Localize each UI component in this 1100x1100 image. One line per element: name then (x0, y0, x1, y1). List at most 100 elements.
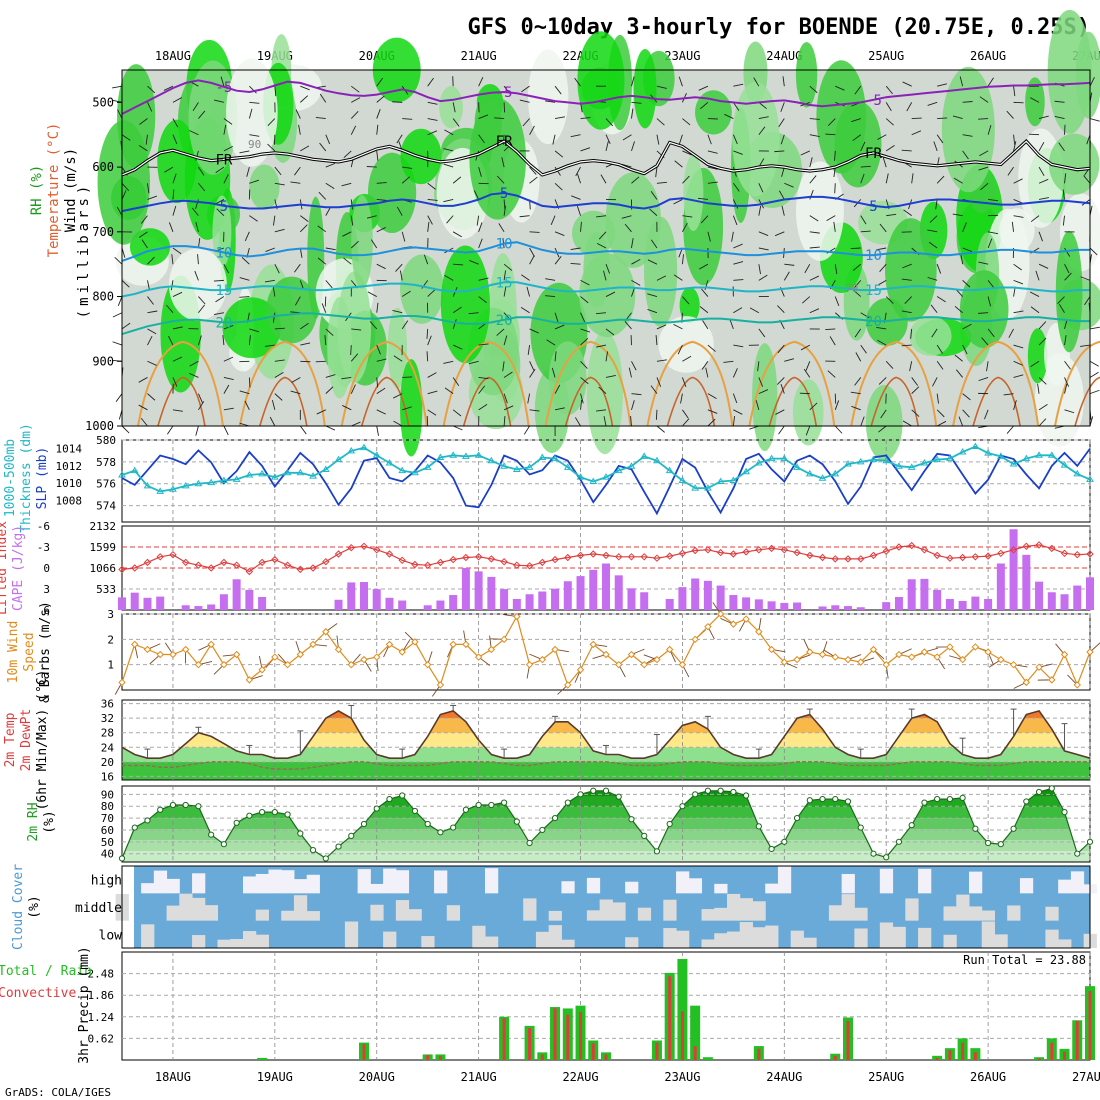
wind-barb (758, 231, 769, 237)
wind-barb (758, 377, 764, 387)
wind-speed-point (907, 653, 916, 661)
wind-speed-point (742, 615, 750, 623)
wind-barb (519, 215, 530, 218)
wind-barb (854, 328, 862, 338)
wind-barb (574, 417, 581, 427)
lifted-index-point (946, 554, 954, 562)
wind-barb (1089, 326, 1100, 330)
wind-barb (503, 415, 506, 427)
wind-barb (271, 400, 276, 410)
lifted-index-point (653, 554, 661, 562)
wind-barb (350, 215, 354, 226)
wind-barb (478, 385, 486, 394)
thickness-point (767, 454, 776, 462)
y-tick-label: 28 (101, 727, 114, 740)
precip-convective-bar (1037, 1058, 1041, 1060)
wind-barb (979, 150, 989, 157)
wind-barb (605, 351, 609, 362)
wind-speed-point (665, 645, 674, 654)
lifted-index-point (194, 561, 203, 569)
wind-barb (498, 223, 505, 233)
wind-barb (580, 312, 586, 323)
wind-barb (478, 166, 482, 177)
y-tick-label: 16 (101, 770, 114, 783)
wind-barb (1037, 383, 1040, 394)
wind-barb (316, 409, 326, 415)
cloud-cell (1045, 929, 1059, 948)
wind-barb (121, 322, 131, 330)
wind-barb (197, 238, 201, 249)
wind-barb (986, 361, 989, 372)
wind-barb (631, 393, 642, 396)
wind-barb (249, 85, 257, 94)
wind-speed-point (500, 635, 508, 644)
wind-barb (777, 344, 785, 354)
wind-barb (701, 361, 709, 370)
wind-barb (877, 339, 887, 346)
axis-label: (%) (27, 895, 42, 918)
wind-barb (631, 238, 634, 249)
axis-label: RH (%) (29, 165, 45, 216)
wind-barb (707, 134, 712, 145)
wind-barb (621, 215, 632, 219)
wind-barb (213, 279, 224, 282)
wind-barb (758, 126, 766, 136)
wind-barb (545, 100, 556, 103)
cloud-cell (561, 881, 575, 894)
rh-point (895, 838, 903, 845)
wind-barb (656, 181, 667, 184)
isotherm-label: 20 (865, 314, 882, 330)
wind-barb (197, 254, 199, 265)
temperature-band (122, 761, 1090, 780)
lifted-index-point (1048, 544, 1056, 553)
wind-barb (147, 336, 153, 346)
wind-barb (189, 360, 199, 367)
wind-barb (501, 157, 505, 168)
wind-barb (777, 305, 785, 314)
cape-bar (372, 589, 381, 610)
lifted-index-point (806, 551, 814, 560)
wind-barb (855, 352, 862, 362)
wind-barb (580, 337, 589, 346)
lifted-index-point (920, 546, 929, 554)
wind-barb (427, 182, 436, 190)
wind-barb (978, 261, 989, 265)
wind-barb (656, 85, 667, 89)
rh-shade (732, 81, 780, 197)
rh-shade (1025, 77, 1045, 127)
wind-barb (195, 425, 199, 436)
axis-label: & Barbs (m/s) (38, 601, 53, 703)
rh-point (450, 824, 457, 831)
cape-bar (882, 602, 891, 610)
wind-barb (249, 215, 258, 222)
lifted-index-point (309, 564, 317, 572)
wind-barb (882, 157, 887, 168)
wind-speed-point (844, 655, 852, 664)
rh-shade (633, 48, 657, 129)
lifted-index-point (627, 553, 636, 561)
cloud-cell (752, 901, 766, 921)
freezing-line-inner (121, 140, 1091, 176)
cloud-cell (739, 898, 753, 921)
wind-barb (503, 335, 508, 346)
wind-barb (273, 215, 276, 226)
wind-barb (274, 166, 282, 176)
wind-barb (1013, 134, 1016, 145)
rh-point (182, 801, 189, 809)
thickness-point (309, 472, 317, 479)
rh-point (883, 854, 890, 861)
thickness-point (245, 471, 254, 478)
wind-barb (758, 328, 766, 338)
wind-barb (249, 179, 260, 184)
top-date-label: 26AUG (970, 49, 1006, 63)
y-tick-label: 90 (101, 788, 114, 801)
rh-point (309, 847, 317, 854)
wind-barb (290, 390, 301, 395)
lifted-index-point (538, 558, 547, 567)
upper-air-ylabel: RH (%) Temperature (°C) Wind (m/s) (29, 123, 79, 258)
y-tick-label: 32 (101, 712, 114, 725)
wind-barb (682, 222, 688, 233)
wind-barb (631, 279, 641, 286)
wind-barb (1011, 221, 1015, 232)
rh-band (122, 818, 1090, 830)
